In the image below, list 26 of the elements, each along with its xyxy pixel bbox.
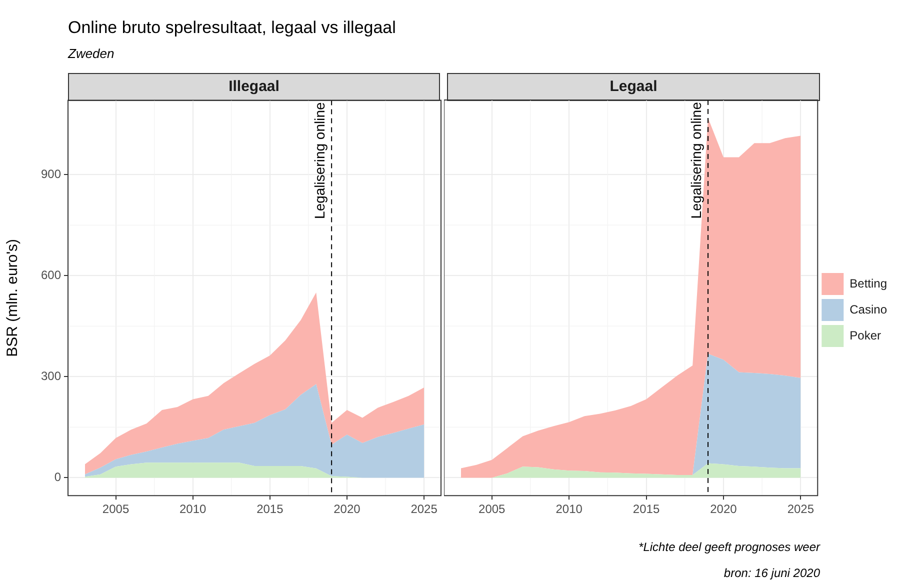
text: *Lichte deel geeft prognoses weer (638, 540, 820, 554)
x-tick-label: 2010 (179, 502, 207, 516)
text: Online bruto spelresultaat, legaal vs illegaal (68, 18, 396, 38)
text: Zweden (68, 46, 114, 61)
x-tick-label: 2020 (334, 502, 361, 516)
legend-label: Betting (850, 276, 887, 290)
x-tick-label: 2025 (410, 502, 438, 516)
x-tick-label: 2015 (256, 502, 284, 516)
chart-title: Legaal (447, 73, 820, 101)
x-tick-label: 2005 (478, 502, 506, 516)
y-axis-title: BSR (mln. euro's) (4, 238, 22, 357)
y-tick-label: 0 (54, 470, 62, 484)
ref-line-label: Legalisering online (311, 102, 328, 219)
y-tick-label: 600 (40, 268, 62, 282)
x-tick-label: 2020 (710, 502, 738, 516)
text: bron: 16 juni 2020 (724, 566, 820, 580)
legend-label: Casino (850, 302, 888, 316)
x-tick-label: 2025 (787, 502, 814, 516)
x-tick-label: 2010 (556, 502, 583, 516)
y-tick-label: 300 (40, 369, 62, 384)
y-tick-label: 900 (40, 166, 62, 181)
ref-line-label: Legalisering online (688, 102, 704, 219)
x-tick-label: 2015 (632, 502, 660, 516)
legend-label: Poker (850, 328, 881, 342)
chart-title: Illegaal (68, 73, 440, 101)
x-tick-label: 2005 (102, 502, 130, 516)
